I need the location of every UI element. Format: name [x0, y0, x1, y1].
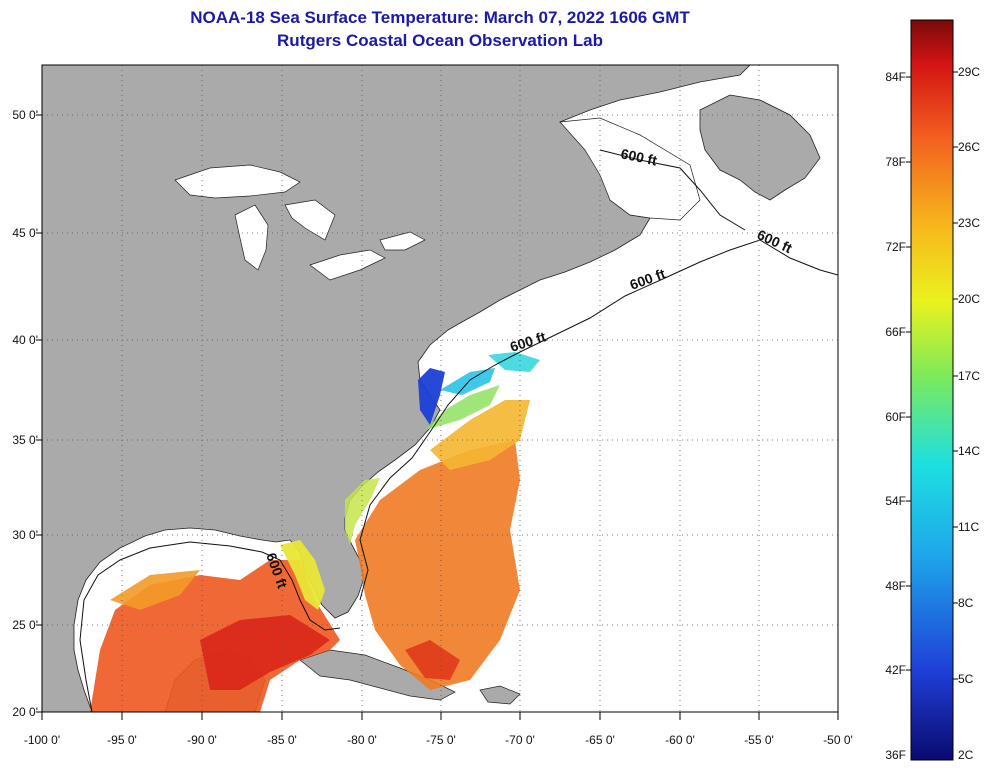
colorbar-label-78f: 78F [885, 155, 906, 169]
lat-label-35: 35 0' [12, 433, 38, 447]
isobath-600ft-line [79, 149, 838, 712]
colorbar-label-11c: 11C [958, 520, 980, 534]
colorbar-label-48f: 48F [885, 579, 906, 593]
map-subtitle: Rutgers Coastal Ocean Observation Lab [277, 31, 603, 50]
great-lakes [174, 164, 426, 281]
lon-label-95: -95 0' [107, 733, 137, 747]
cuba-land [299, 649, 456, 701]
colorbar-label-42f: 42F [885, 663, 906, 677]
colorbar-label-23c: 23C [958, 216, 981, 230]
temperature-colorbar [910, 19, 954, 761]
colorbar-label-5c: 5C [958, 672, 974, 686]
lon-label-55: -55 0' [744, 733, 774, 747]
lat-label-50: 50 0' [12, 108, 38, 122]
lon-label-85: -85 0' [267, 733, 297, 747]
lon-label-50: -50 0' [823, 733, 853, 747]
map-frame [41, 64, 839, 713]
hispaniola-land [479, 685, 521, 705]
lon-label-75: -75 0' [426, 733, 456, 747]
map-title: NOAA-18 Sea Surface Temperature: March 0… [190, 8, 690, 27]
lon-label-65: -65 0' [585, 733, 615, 747]
axis-ticks [36, 114, 839, 720]
colorbar-label-60f: 60F [885, 410, 906, 424]
lon-label-70: -70 0' [505, 733, 535, 747]
sst-field [90, 352, 540, 712]
lon-label-100: -100 0' [23, 733, 61, 747]
colorbar-ticks [906, 71, 958, 680]
colorbar-label-20c: 20C [958, 292, 981, 306]
st-lawrence-gulf [559, 117, 701, 221]
colorbar-label-14c: 14C [958, 444, 981, 458]
lat-label-40: 40 0' [12, 333, 38, 347]
lat-label-30: 30 0' [12, 528, 38, 542]
colorbar-label-54f: 54F [885, 494, 906, 508]
colorbar-label-29c: 29C [958, 65, 981, 79]
lat-label-20: 20 0' [12, 705, 38, 719]
lat-label-25: 25 0' [12, 618, 38, 632]
colorbar-label-84f: 84F [885, 70, 906, 84]
colorbar-label-72f: 72F [885, 240, 906, 254]
lon-label-90: -90 0' [187, 733, 217, 747]
isobath-label-north: 600 ft [619, 145, 658, 168]
colorbar-label-2c: 2C [958, 748, 974, 762]
colorbar-label-66f: 66F [885, 325, 906, 339]
colorbar-label-8c: 8C [958, 596, 974, 610]
colorbar-label-17c: 17C [958, 369, 981, 383]
newfoundland-land [699, 94, 821, 201]
lat-label-45: 45 0' [12, 226, 38, 240]
colorbar-label-36f: 36F [885, 748, 906, 762]
lon-label-80: -80 0' [347, 733, 377, 747]
lon-label-60: -60 0' [665, 733, 695, 747]
colorbar-label-26c: 26C [958, 140, 981, 154]
